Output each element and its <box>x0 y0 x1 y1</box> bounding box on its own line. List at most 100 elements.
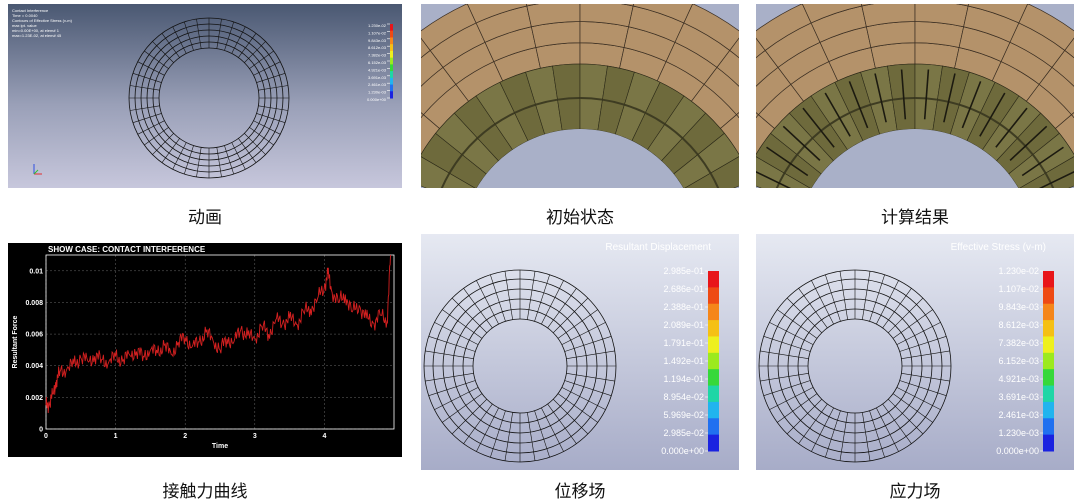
x-tick-label: 3 <box>253 433 257 440</box>
inner-seam <box>448 153 463 174</box>
ring-radial-line <box>451 399 487 435</box>
ring-radial-line <box>132 72 162 83</box>
legend-label: 7.382e-03 <box>998 338 1039 348</box>
mesh-element <box>1051 49 1074 87</box>
inner-seam <box>494 111 516 125</box>
y-tick-label: 0.006 <box>25 332 43 339</box>
result-panel <box>756 4 1074 188</box>
ring-radial-line <box>839 271 848 320</box>
displacement-ring <box>423 269 617 463</box>
legend-swatch <box>1043 336 1054 354</box>
ring-radial-line <box>224 21 235 51</box>
caption-animation: 动画 <box>188 208 222 228</box>
ring-radial-line <box>137 61 165 76</box>
ring-radial-line <box>888 399 924 435</box>
inner-seam <box>697 153 712 174</box>
result-mesh-view <box>756 4 1074 188</box>
inner-seam <box>775 172 786 188</box>
deformation-stripe <box>1009 125 1048 161</box>
deformation-stripe <box>782 125 821 161</box>
ring-radial-line <box>561 387 606 410</box>
ring-radial-line <box>760 350 809 359</box>
legend-title: Effective Stress (v-m) <box>951 242 1046 253</box>
displacement-field-view: Resultant Displacement 2.985e-01 2.686e-01… <box>421 234 739 470</box>
inner-seam <box>624 103 646 114</box>
ring-radial-line <box>527 271 536 320</box>
ring-radial-line <box>253 61 281 76</box>
inner-hole <box>476 129 684 188</box>
legend-label: 1.230e-03 <box>998 428 1039 438</box>
ring-radial-line <box>899 380 947 396</box>
ring-radial-line <box>896 387 941 410</box>
ring-radial-line <box>428 336 476 352</box>
ring-radial-line <box>249 127 274 146</box>
ring-radial-line <box>541 407 564 452</box>
mesh-element <box>729 37 739 59</box>
header-line: max=1.23E-02, at elem# 45 <box>12 33 62 38</box>
legend-swatch <box>1043 271 1054 288</box>
ring-radial-line <box>476 407 499 452</box>
ring-radial-line <box>541 280 564 325</box>
ring-radial-line <box>892 309 933 339</box>
mesh-element <box>716 49 739 87</box>
ring-radial-line <box>763 380 811 396</box>
deformation-stripe <box>923 69 930 120</box>
ring-radial-line <box>249 50 274 69</box>
y-tick-label: 0 <box>39 427 43 434</box>
ring-radial-line <box>777 393 818 423</box>
deformation-stripe <box>824 92 851 137</box>
inner-seam <box>709 172 720 188</box>
ring-radial-line <box>763 336 811 352</box>
ring-radial-line <box>869 274 885 322</box>
deformation-stripe <box>874 73 887 123</box>
legend-label: 0.000e+00 <box>661 446 704 456</box>
deformation-stripe <box>802 107 835 148</box>
header-line: Contours of Effective Stress (v-m) <box>12 18 73 23</box>
inner-mesh-element <box>1019 156 1074 188</box>
ring-radial-line <box>862 271 871 320</box>
ring-radial-line <box>152 133 174 155</box>
ring-radial-line <box>825 274 841 322</box>
ring-radial-line <box>256 72 286 83</box>
ring-radial-line <box>839 412 848 461</box>
ring-radial-line <box>896 322 941 345</box>
ring-radial-line <box>258 85 289 91</box>
ring-radial-line <box>899 336 947 352</box>
caption-displacement: 位移场 <box>554 482 606 502</box>
ring-radial-line <box>442 309 483 339</box>
ring-radial-line <box>144 127 169 146</box>
legend-swatch <box>708 271 719 288</box>
deformation-stripe <box>848 81 869 129</box>
legend-swatch <box>390 91 393 99</box>
ring-radial-line <box>490 274 506 322</box>
axis-triad-icon <box>33 164 42 175</box>
legend-swatch <box>1043 434 1054 452</box>
legend-label: 8.612e-03 <box>368 45 387 50</box>
ring-radial-line <box>244 41 266 63</box>
legend-swatch <box>1043 369 1054 387</box>
viewport-background <box>421 234 739 470</box>
x-tick-label: 4 <box>322 433 326 440</box>
legend-label: 4.921e-03 <box>368 67 387 72</box>
legend-label: 2.985e-01 <box>663 266 704 276</box>
legend-swatch <box>708 401 719 419</box>
inner-seam <box>644 111 666 125</box>
ring-radial-line <box>442 393 483 423</box>
ring-radial-line <box>798 403 828 444</box>
legend-swatch <box>708 336 719 354</box>
x-tick-label: 2 <box>183 433 187 440</box>
legend-label: 2.388e-01 <box>663 302 704 312</box>
deformation-stripe <box>1038 170 1074 188</box>
header-line: Contact Interference <box>12 8 49 13</box>
animation-legend: 1.230e-02 1.107e-02 9.843e-03 8.612e-03 7.38… <box>367 23 393 102</box>
deformation-stripe <box>961 81 982 129</box>
ring-radial-line <box>231 142 246 170</box>
legend-label: 6.152e-03 <box>998 356 1039 366</box>
legend-swatch <box>390 57 393 65</box>
caption-contact-force: 接触力曲线 <box>162 482 248 502</box>
legend-label: 2.686e-01 <box>663 284 704 294</box>
ring-radial-line <box>238 33 257 58</box>
ring-radial-line <box>463 403 493 444</box>
legend-swatch <box>708 287 719 305</box>
stress-field-view: Effective Stress (v-m) 1.230e-02 1.107e-02… <box>756 234 1074 470</box>
